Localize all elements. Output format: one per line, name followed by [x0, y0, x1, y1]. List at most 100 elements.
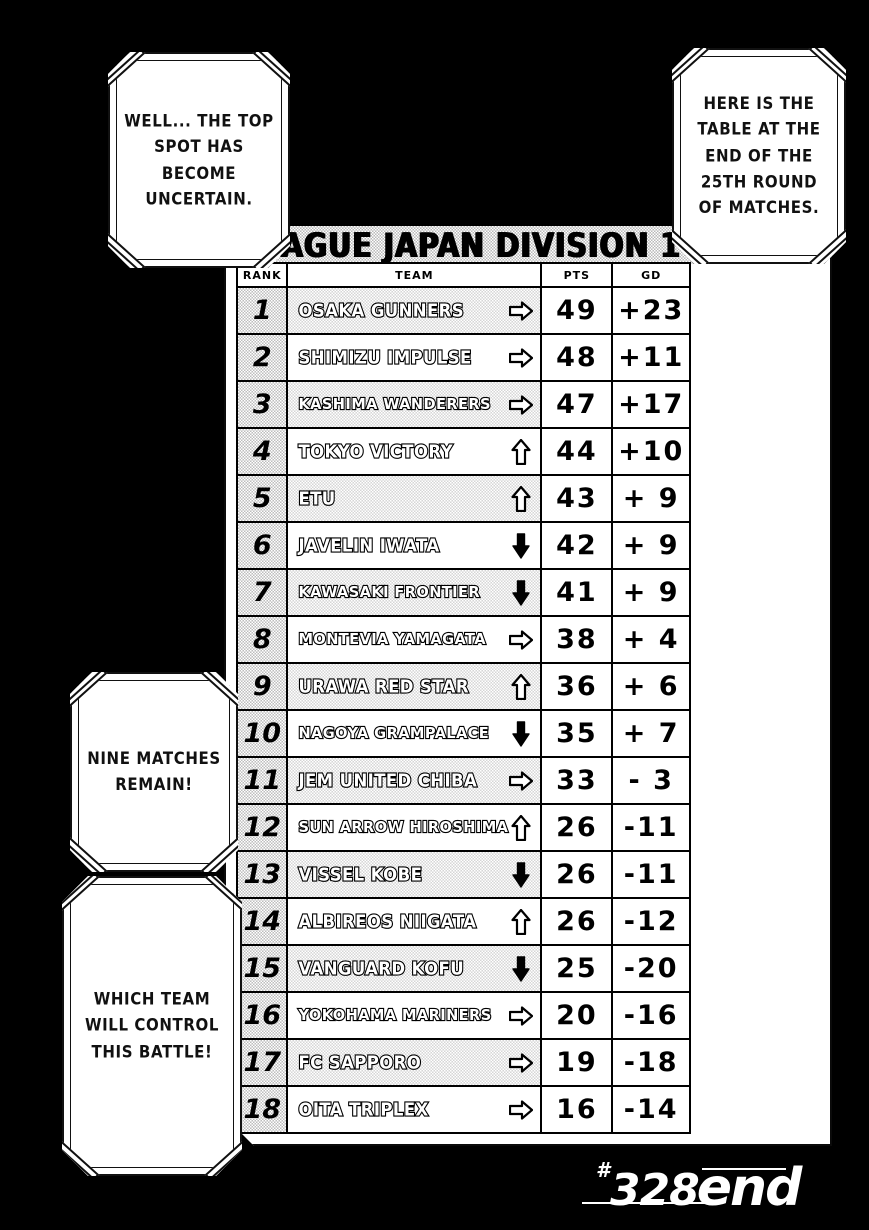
- cell-goal-difference: +23: [611, 286, 691, 335]
- end-rule-bottom: [582, 1202, 712, 1204]
- up-arrow-icon: [511, 908, 531, 935]
- table-row: 2 SHIMIZU IMPULSE 48 +11: [235, 333, 691, 382]
- team-name: ALBIREOS NIIGATA: [297, 910, 477, 932]
- league-table-wrapper: RANK TEAM PTS GD 1 OSAKA GUNNERS 49 +23 2 SHI…: [235, 262, 691, 1134]
- right-arrow-icon: [509, 629, 534, 650]
- team-row-content: SUN ARROW HIROSHIMA: [288, 805, 540, 850]
- cell-points: 33: [540, 756, 614, 805]
- cell-points: 47: [540, 380, 614, 429]
- trend-indicator: [508, 294, 534, 328]
- cell-points: 19: [540, 1038, 614, 1087]
- team-row-content: VISSEL KOBE: [288, 852, 540, 897]
- right-arrow-icon: [509, 394, 534, 415]
- speech-balloon-bottom-left: WHICH TEAM WILL CONTROL THIS BATTLE!: [62, 876, 242, 1176]
- team-name: NAGOYA GRAMPALACE: [297, 723, 490, 743]
- cell-goal-difference: -12: [611, 897, 691, 946]
- table-row: 9 URAWA RED STAR 36 + 6: [235, 662, 691, 711]
- right-arrow-icon: [509, 770, 534, 791]
- table-row: 12 SUN ARROW HIROSHIMA 26 -11: [235, 803, 691, 852]
- team-name: SHIMIZU IMPULSE: [297, 346, 472, 368]
- cell-goal-difference: +10: [611, 427, 691, 476]
- table-row: 1 OSAKA GUNNERS 49 +23: [235, 286, 691, 335]
- table-row: 4 TOKYO VICTORY 44 +10: [235, 427, 691, 476]
- balloon-text: WELL... THE TOP SPOT HAS BECOME UNCERTAI…: [124, 110, 274, 209]
- cell-points: 16: [540, 1085, 614, 1134]
- table-row: 5 ETU 43 + 9: [235, 474, 691, 523]
- team-row-content: URAWA RED STAR: [288, 664, 540, 709]
- cell-goal-difference: +17: [611, 380, 691, 429]
- speech-balloon-top-right: HERE IS THE TABLE AT THE END OF THE 25TH…: [672, 48, 846, 264]
- cell-goal-difference: + 6: [611, 662, 691, 711]
- team-row-content: KASHIMA WANDERERS: [288, 382, 540, 427]
- team-row-content: NAGOYA GRAMPALACE: [288, 711, 540, 756]
- trend-indicator: [508, 764, 534, 798]
- up-arrow-icon: [511, 485, 531, 512]
- cell-rank: 17: [235, 1038, 289, 1087]
- cell-rank: 2: [235, 333, 289, 382]
- cell-points: 35: [540, 709, 614, 758]
- league-table: RANK TEAM PTS GD 1 OSAKA GUNNERS 49 +23 2 SHI…: [235, 262, 691, 1134]
- column-header-pts: PTS: [540, 262, 614, 288]
- cell-team: NAGOYA GRAMPALACE: [286, 709, 543, 758]
- team-name: OSAKA GUNNERS: [297, 299, 465, 321]
- trend-indicator: [508, 1046, 534, 1080]
- cell-team: VISSEL KOBE: [286, 850, 543, 899]
- table-row: 6 JAVELIN IWATA 42 + 9: [235, 521, 691, 570]
- cell-points: 26: [540, 850, 614, 899]
- trend-indicator: [508, 576, 534, 610]
- table-header-row: RANK TEAM PTS GD: [235, 262, 691, 288]
- team-name: FC SAPPORO: [297, 1051, 422, 1073]
- cell-points: 38: [540, 615, 614, 664]
- balloon-text: HERE IS THE TABLE AT THE END OF THE 25TH…: [697, 93, 821, 218]
- cell-rank: 14: [235, 897, 289, 946]
- cell-team: URAWA RED STAR: [286, 662, 543, 711]
- cell-goal-difference: + 4: [611, 615, 691, 664]
- team-row-content: YOKOHAMA MARINERS: [288, 993, 540, 1038]
- cell-team: VANGUARD KOFU: [286, 944, 543, 993]
- team-row-content: FC SAPPORO: [288, 1040, 540, 1085]
- table-row: 15 VANGUARD KOFU 25 -20: [235, 944, 691, 993]
- team-name: JEM UNITED CHIBA: [297, 769, 478, 791]
- cell-goal-difference: -11: [611, 850, 691, 899]
- team-name: OITA TRIPLEX: [297, 1098, 429, 1120]
- right-arrow-icon: [509, 1005, 534, 1026]
- cell-team: ETU: [286, 474, 543, 523]
- down-arrow-icon: [512, 955, 531, 982]
- trend-indicator: [508, 482, 534, 516]
- cell-points: 49: [540, 286, 614, 335]
- right-arrow-icon: [509, 347, 534, 368]
- table-row: 7 KAWASAKI FRONTIER 41 + 9: [235, 568, 691, 617]
- trend-indicator: [508, 999, 534, 1033]
- down-arrow-icon: [512, 579, 531, 606]
- cell-team: OSAKA GUNNERS: [286, 286, 543, 335]
- team-name: KAWASAKI FRONTIER: [297, 582, 480, 602]
- cell-team: TOKYO VICTORY: [286, 427, 543, 476]
- table-title: LEAGUE JAPAN DIVISION 1: [241, 226, 681, 264]
- column-header-gd: GD: [611, 262, 691, 288]
- team-row-content: MONTEVIA YAMAGATA: [288, 617, 540, 662]
- team-name: YOKOHAMA MARINERS: [297, 1005, 492, 1025]
- cell-points: 25: [540, 944, 614, 993]
- right-arrow-icon: [509, 1052, 534, 1073]
- balloon-text: WHICH TEAM WILL CONTROL THIS BATTLE!: [84, 989, 220, 1062]
- trend-indicator: [508, 435, 534, 469]
- team-row-content: ALBIREOS NIIGATA: [288, 899, 540, 944]
- cell-team: YOKOHAMA MARINERS: [286, 991, 543, 1040]
- cell-rank: 15: [235, 944, 289, 993]
- column-header-team: TEAM: [286, 262, 543, 288]
- balloon-text: NINE MATCHES REMAIN!: [87, 748, 221, 795]
- cell-goal-difference: -16: [611, 991, 691, 1040]
- balloon-corner-slash: [205, 1139, 254, 1185]
- chapter-number: 328: [609, 1165, 700, 1216]
- trend-indicator: [508, 670, 534, 704]
- cell-points: 41: [540, 568, 614, 617]
- cell-rank: 5: [235, 474, 289, 523]
- balloon-corner-slash: [97, 231, 146, 277]
- cell-goal-difference: + 9: [611, 568, 691, 617]
- up-arrow-icon: [511, 673, 531, 700]
- speech-balloon-mid-left: NINE MATCHES REMAIN!: [70, 672, 238, 872]
- balloon-corner-slash: [809, 40, 858, 86]
- cell-team: SHIMIZU IMPULSE: [286, 333, 543, 382]
- trend-indicator: [508, 388, 534, 422]
